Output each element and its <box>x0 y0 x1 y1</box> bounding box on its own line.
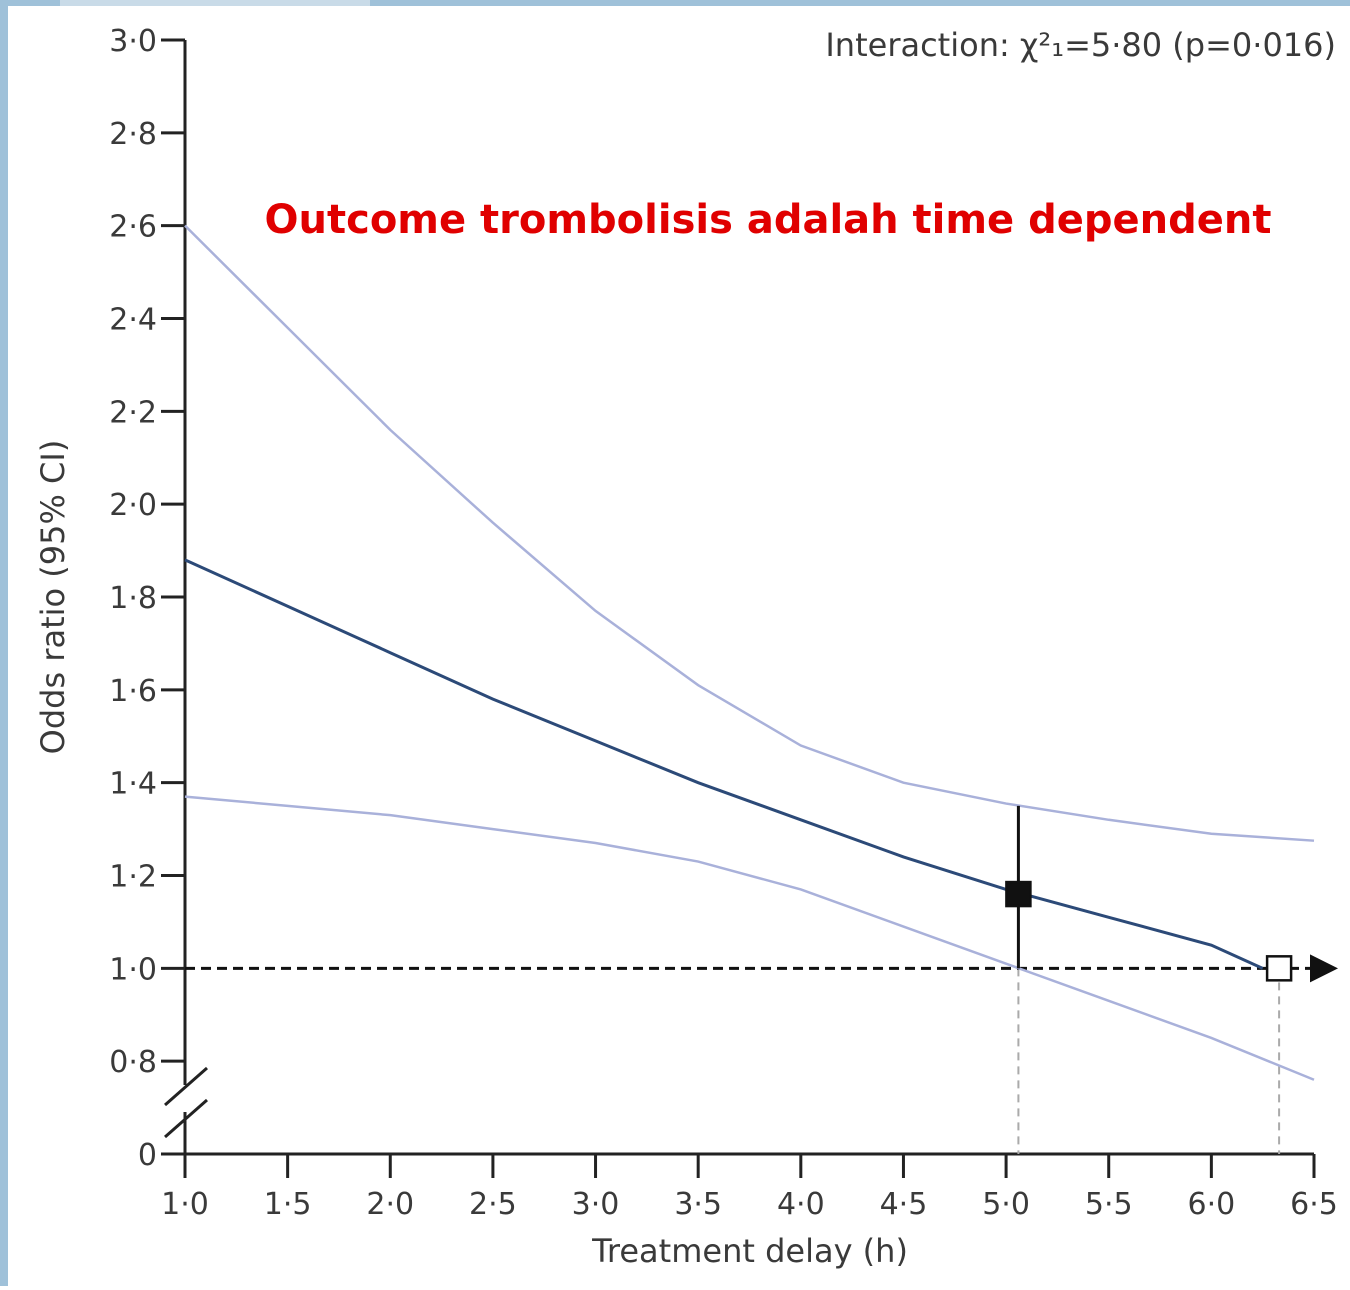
frame-left <box>0 0 8 1286</box>
x-tick-label: 1·5 <box>264 1187 312 1222</box>
x-tick-label: 3·0 <box>572 1187 620 1222</box>
x-tick-label: 5·5 <box>1085 1187 1133 1222</box>
y-axis-label: Odds ratio (95% CI) <box>34 440 72 755</box>
point-marker <box>1005 880 1032 908</box>
y-tick-label: 3·0 <box>109 24 157 59</box>
point-marker <box>1265 955 1293 982</box>
y-tick-label: 2·6 <box>109 210 157 245</box>
highlight-text: Outcome trombolisis adalah time dependen… <box>265 197 1272 243</box>
y-tick-label: 1·8 <box>109 581 157 616</box>
series-line <box>184 795 1315 1081</box>
series-line <box>184 224 1315 842</box>
y-tick-label: 2·8 <box>109 117 157 152</box>
frame-top <box>0 0 1350 6</box>
x-tick-label: 2·5 <box>469 1187 517 1222</box>
y-tick-label: 1·2 <box>109 860 157 895</box>
y-tick-label: 1·0 <box>109 952 157 987</box>
axis-break <box>164 1098 208 1139</box>
y-tick-label: 2·0 <box>109 488 157 523</box>
reference-arrow <box>1310 954 1338 983</box>
x-tick-label: 4·0 <box>777 1187 825 1222</box>
y-tick-label: 2·4 <box>109 303 157 338</box>
x-tick-label: 5·0 <box>982 1187 1030 1222</box>
frame-tab <box>60 0 370 6</box>
y-tick-label: 1·6 <box>109 674 157 709</box>
x-tick-label: 2·0 <box>366 1187 414 1222</box>
x-tick-label: 3·5 <box>674 1187 722 1222</box>
y-tick-label: 1·4 <box>109 767 157 802</box>
x-tick-label: 4·5 <box>880 1187 928 1222</box>
x-axis-label: Treatment delay (h) <box>591 1232 908 1270</box>
x-tick-label: 6·5 <box>1290 1187 1338 1222</box>
annotation: Interaction: χ²₁=5·80 (p=0·016) <box>825 26 1336 64</box>
x-tick-label: 1·0 <box>161 1187 209 1222</box>
y-tick-label: 0·8 <box>109 1045 157 1080</box>
y-tick-label: 0 <box>138 1138 157 1173</box>
series-line <box>184 558 1264 970</box>
x-tick-label: 6·0 <box>1188 1187 1236 1222</box>
axis-break <box>164 1066 208 1107</box>
y-tick-label: 2·2 <box>109 395 157 430</box>
